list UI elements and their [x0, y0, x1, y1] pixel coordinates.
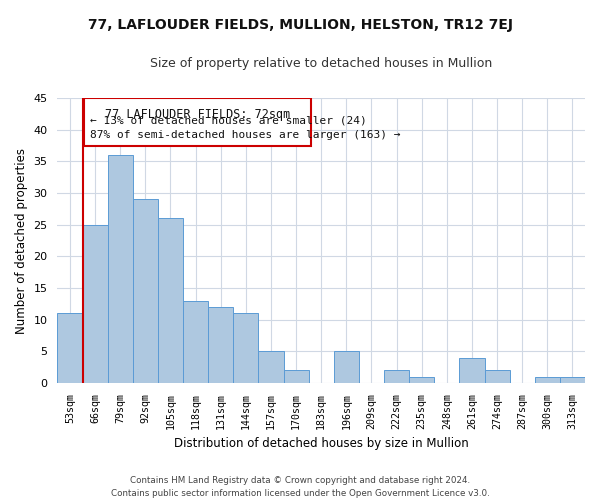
Text: 77, LAFLOUDER FIELDS, MULLION, HELSTON, TR12 7EJ: 77, LAFLOUDER FIELDS, MULLION, HELSTON, … [88, 18, 512, 32]
X-axis label: Distribution of detached houses by size in Mullion: Distribution of detached houses by size … [174, 437, 469, 450]
Bar [158, 218, 183, 383]
Bar [460, 358, 485, 383]
Text: ← 13% of detached houses are smaller (24): ← 13% of detached houses are smaller (24… [90, 116, 367, 126]
Bar [560, 376, 585, 383]
Title: Size of property relative to detached houses in Mullion: Size of property relative to detached ho… [150, 58, 493, 70]
Bar [284, 370, 308, 383]
Bar [58, 314, 83, 383]
Y-axis label: Number of detached properties: Number of detached properties [15, 148, 28, 334]
Text: Contains HM Land Registry data © Crown copyright and database right 2024.
Contai: Contains HM Land Registry data © Crown c… [110, 476, 490, 498]
Bar [208, 307, 233, 383]
Bar [133, 200, 158, 383]
Bar [107, 155, 133, 383]
Bar [183, 300, 208, 383]
Text: 77 LAFLOUDER FIELDS: 72sqm: 77 LAFLOUDER FIELDS: 72sqm [105, 108, 290, 120]
FancyBboxPatch shape [84, 98, 311, 146]
Bar [485, 370, 509, 383]
Bar [409, 376, 434, 383]
Bar [259, 352, 284, 383]
Bar [384, 370, 409, 383]
Bar [83, 224, 107, 383]
Bar [535, 376, 560, 383]
Bar [334, 352, 359, 383]
Bar [233, 314, 259, 383]
Text: 87% of semi-detached houses are larger (163) →: 87% of semi-detached houses are larger (… [90, 130, 401, 140]
